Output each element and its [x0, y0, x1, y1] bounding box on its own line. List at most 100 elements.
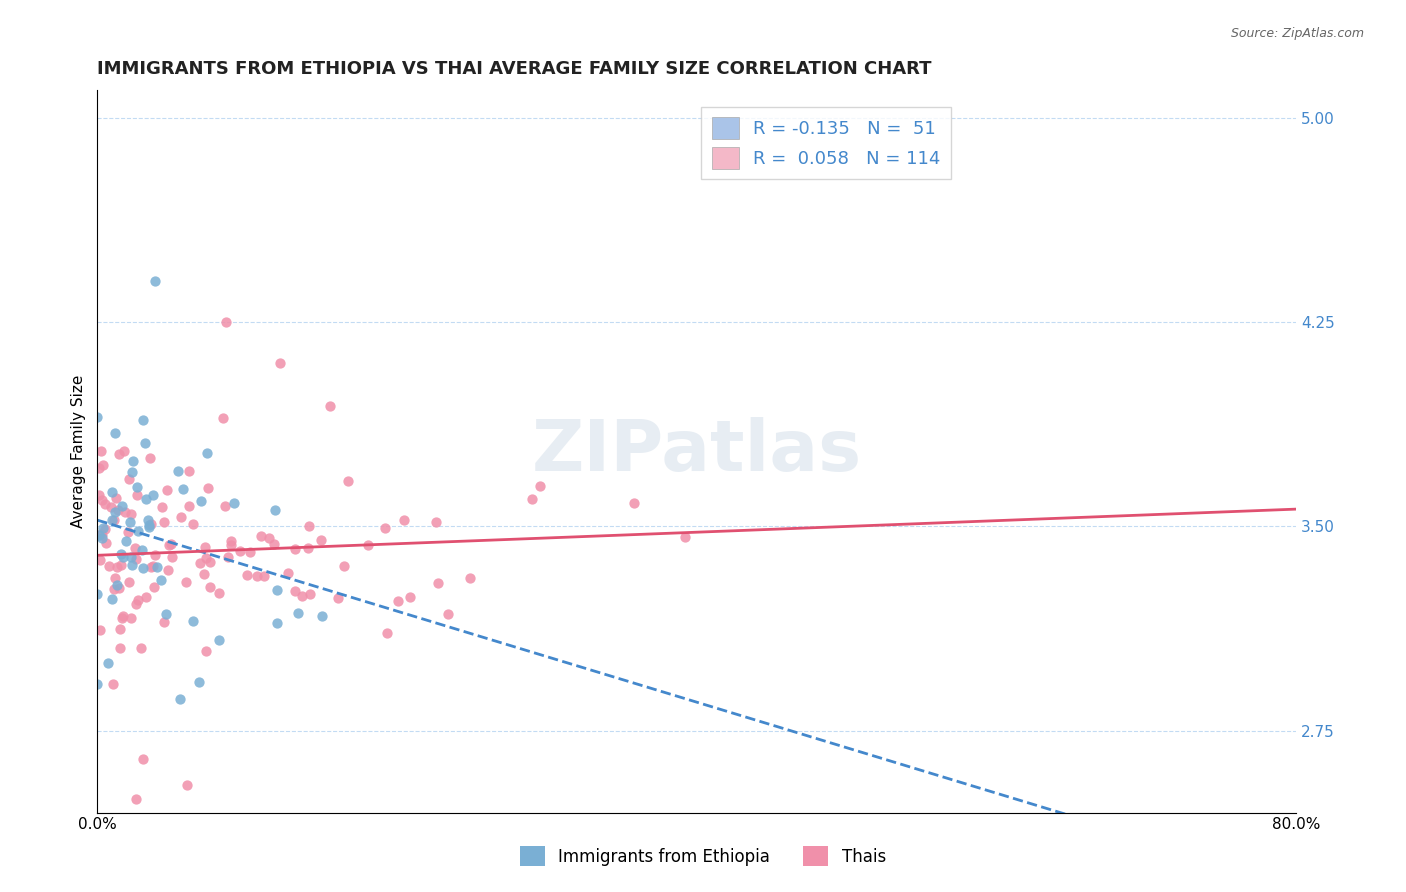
Point: [108, 447, 131, 461]
Point: [96, 536, 118, 550]
Point: [266, 616, 288, 631]
Point: [132, 413, 155, 427]
Point: [143, 549, 166, 563]
Point: [87, 461, 110, 475]
Point: [101, 677, 124, 691]
Point: [160, 549, 183, 564]
Point: [108, 640, 131, 655]
Point: [392, 513, 415, 527]
Point: [152, 615, 174, 629]
Point: [125, 487, 148, 501]
Point: [172, 482, 194, 496]
Point: [89, 624, 111, 638]
Point: [114, 533, 136, 548]
Point: [269, 356, 291, 370]
Point: [114, 505, 136, 519]
Point: [143, 580, 166, 594]
Point: [284, 584, 307, 599]
Point: [311, 609, 333, 624]
Point: [120, 611, 142, 625]
Point: [125, 792, 148, 806]
Point: [125, 597, 148, 611]
Point: [309, 533, 332, 547]
Point: [121, 465, 143, 479]
Point: [86, 587, 108, 601]
Point: [153, 515, 176, 529]
Point: [291, 589, 314, 603]
Point: [103, 513, 125, 527]
Point: [157, 538, 180, 552]
Point: [111, 609, 134, 624]
Point: [287, 606, 309, 620]
Point: [387, 594, 409, 608]
Point: [195, 644, 218, 658]
Point: [529, 479, 551, 493]
Point: [94, 523, 117, 537]
Point: [284, 542, 307, 557]
Point: [134, 436, 156, 450]
Point: [357, 537, 380, 551]
Point: [277, 566, 299, 581]
Point: [297, 541, 319, 556]
Point: [143, 274, 166, 288]
Point: [86, 677, 108, 691]
Point: [127, 480, 149, 494]
Point: [108, 622, 131, 636]
Point: [194, 550, 217, 565]
Point: [263, 537, 285, 551]
Point: [181, 516, 204, 531]
Point: [425, 515, 447, 529]
Point: [136, 513, 159, 527]
Point: [112, 444, 135, 458]
Point: [120, 507, 142, 521]
Point: [105, 491, 128, 505]
Point: [257, 531, 280, 545]
Point: [193, 567, 215, 582]
Point: [142, 559, 165, 574]
Point: [139, 450, 162, 465]
Point: [250, 529, 273, 543]
Point: [399, 591, 422, 605]
Point: [217, 549, 239, 564]
Point: [121, 558, 143, 572]
Point: [135, 491, 157, 506]
Y-axis label: Average Family Size: Average Family Size: [72, 375, 86, 528]
Point: [235, 567, 257, 582]
Point: [214, 499, 236, 513]
Point: [104, 570, 127, 584]
Legend: Immigrants from Ethiopia, Thais: Immigrants from Ethiopia, Thais: [512, 838, 894, 875]
Point: [97, 559, 120, 574]
Point: [181, 615, 204, 629]
Text: Source: ZipAtlas.com: Source: ZipAtlas.com: [1230, 27, 1364, 40]
Point: [141, 559, 163, 574]
Point: [150, 500, 173, 515]
Point: [90, 444, 112, 458]
Point: [90, 528, 112, 542]
Point: [110, 499, 132, 513]
Point: [298, 519, 321, 533]
Point: [208, 586, 231, 600]
Point: [127, 524, 149, 538]
Point: [86, 410, 108, 425]
Point: [246, 569, 269, 583]
Point: [104, 425, 127, 440]
Point: [105, 560, 128, 574]
Point: [146, 559, 169, 574]
Point: [219, 533, 242, 548]
Point: [169, 692, 191, 706]
Point: [91, 458, 114, 472]
Point: [127, 593, 149, 607]
Point: [160, 537, 183, 551]
Point: [156, 563, 179, 577]
Point: [522, 492, 544, 507]
Point: [101, 484, 124, 499]
Point: [132, 752, 155, 766]
Point: [299, 587, 322, 601]
Point: [131, 543, 153, 558]
Point: [101, 592, 124, 607]
Point: [212, 411, 235, 425]
Text: IMMIGRANTS FROM ETHIOPIA VS THAI AVERAGE FAMILY SIZE CORRELATION CHART: IMMIGRANTS FROM ETHIOPIA VS THAI AVERAGE…: [97, 60, 932, 78]
Point: [138, 520, 160, 534]
Point: [208, 632, 231, 647]
Point: [105, 577, 128, 591]
